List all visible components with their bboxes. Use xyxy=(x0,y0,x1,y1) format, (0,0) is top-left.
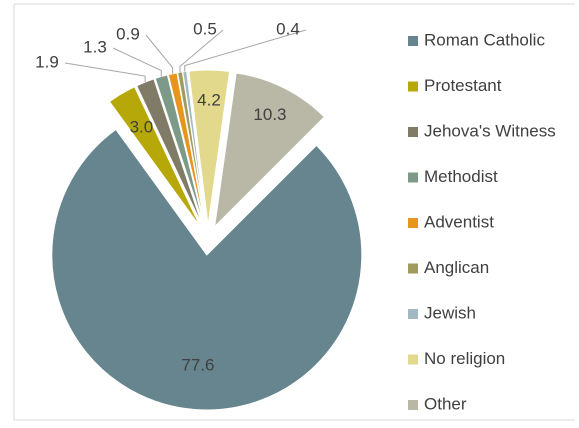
legend-label: Jehova's Witness xyxy=(424,121,556,140)
chart-frame xyxy=(13,3,575,421)
legend-label: Anglican xyxy=(424,258,489,277)
legend-swatch xyxy=(408,354,418,365)
legend-swatch xyxy=(408,309,418,319)
legend-label: No religion xyxy=(424,349,505,368)
data-label: 1.9 xyxy=(35,52,59,71)
legend-label: Other xyxy=(424,394,467,413)
leader-line xyxy=(112,47,162,77)
legend-swatch xyxy=(408,81,418,92)
legend-swatch xyxy=(408,172,418,183)
legend-label: Roman Catholic xyxy=(424,30,545,49)
data-label: 0.5 xyxy=(193,19,217,38)
legend-label: Adventist xyxy=(424,212,494,231)
legend-swatch xyxy=(408,36,418,46)
leader-line xyxy=(179,29,224,73)
pie-slice xyxy=(167,72,206,226)
data-label: 1.3 xyxy=(83,37,107,56)
leader-line xyxy=(145,34,174,74)
legend-swatch xyxy=(408,400,418,410)
leader-line xyxy=(184,29,307,72)
legend-swatch xyxy=(408,263,418,274)
data-label: 0.4 xyxy=(276,19,300,38)
leader-line xyxy=(64,62,146,83)
legend-swatch xyxy=(408,218,418,228)
legend-label: Methodist xyxy=(424,167,498,186)
legend-label: Protestant xyxy=(424,76,502,95)
pie-slice xyxy=(51,128,363,411)
pie-slice xyxy=(213,72,325,228)
legend-label: Jewish xyxy=(424,303,476,322)
pie-slice xyxy=(188,69,231,226)
data-label: 3.0 xyxy=(130,118,154,137)
data-label: 0.9 xyxy=(116,24,140,43)
data-label: 10.3 xyxy=(253,105,286,124)
data-label: 77.6 xyxy=(181,356,214,375)
data-label: 4.2 xyxy=(197,90,221,109)
pie-slice xyxy=(108,86,201,228)
pie-slice xyxy=(154,74,205,226)
legend-swatch xyxy=(408,127,418,137)
